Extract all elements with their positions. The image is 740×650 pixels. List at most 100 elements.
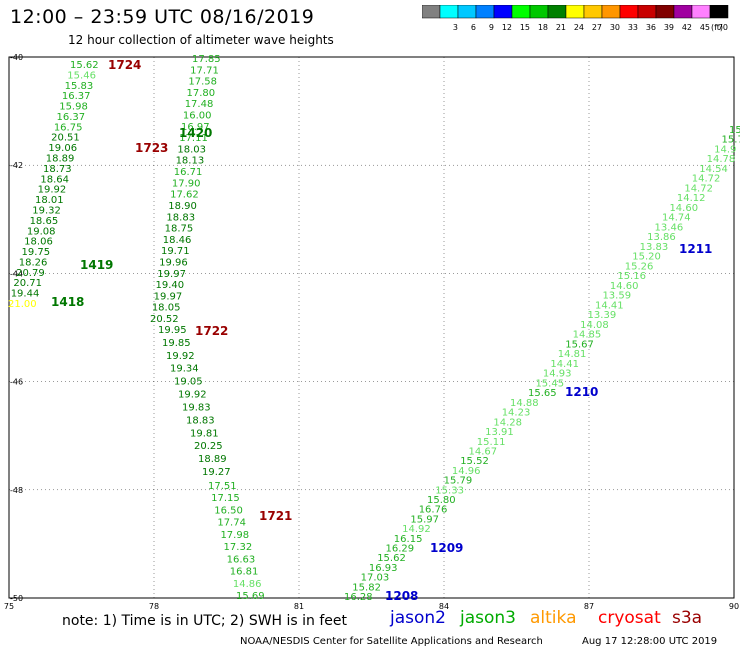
swh-value: 18.03 [177, 144, 206, 155]
lon-tick-label: 84 [439, 602, 449, 611]
pass-number: 1721 [259, 509, 292, 523]
pass-number: 1418 [51, 295, 84, 309]
swh-value: 20.51 [51, 133, 80, 144]
color-bin-label: 33 [628, 23, 638, 32]
swh-value: 19.95 [158, 325, 187, 336]
swh-value: 17.80 [187, 88, 216, 99]
swh-value: 19.40 [155, 280, 184, 291]
swh-value: 14.92 [402, 524, 431, 535]
swh-value: 16.37 [57, 112, 86, 123]
color-bin-label: 24 [574, 23, 584, 32]
swh-value: 18.46 [163, 235, 192, 246]
pass-number: 1724 [108, 58, 141, 72]
swh-value: 17.03 [361, 573, 390, 584]
swh-value: 17.58 [188, 77, 217, 88]
color-bin-label: 30 [610, 23, 620, 32]
swh-value: 14.88 [510, 398, 539, 409]
swh-value: 16.75 [54, 122, 83, 133]
swh-value: 20.25 [194, 441, 223, 452]
swh-value: 19.92 [166, 351, 195, 362]
color-bin-label: 18 [538, 23, 548, 32]
swh-value: 19.85 [162, 338, 191, 349]
swh-value: 14.23 [502, 408, 531, 419]
legend-altika: altika [530, 608, 577, 628]
swh-value: 15.82 [352, 582, 381, 593]
color-bin-label: 12 [502, 23, 512, 32]
swh-value: 15.65 [528, 388, 557, 399]
swh-value: 16.71 [174, 167, 203, 178]
axis-ticks: 75 78 81 84 87 90 -40 -42 -44 -46 -48 -50 [4, 53, 739, 611]
swh-value: 14.96 [452, 466, 481, 477]
swh-value: 17.15 [211, 493, 240, 504]
lon-tick-label: 75 [4, 602, 14, 611]
swh-value: 15.98 [59, 102, 88, 113]
swh-value: 14.54 [699, 164, 728, 175]
lat-tick-label: -42 [10, 161, 23, 170]
swh-value: 16.93 [369, 563, 398, 574]
legend-s3a: s3a [672, 608, 703, 628]
pass-number: 1208 [385, 589, 418, 603]
lon-tick-label: 81 [294, 602, 304, 611]
swh-value: 18.83 [166, 212, 195, 223]
swh-value: 19.96 [159, 257, 188, 268]
pass-number: 1210 [565, 385, 598, 399]
swh-value: 14.08 [580, 320, 609, 331]
swh-value: 15.80 [427, 495, 456, 506]
swh-value: 14.78 [707, 154, 736, 165]
color-bin-label: 45 [700, 23, 710, 32]
swh-value: 19.92 [38, 185, 67, 196]
swh-value: 19.44 [11, 289, 40, 300]
swh-value: 17.90 [172, 178, 201, 189]
color-bin-label: 3 [453, 23, 458, 32]
track-labels: 15.6215.4615.8316.3715.9816.3716.7520.51… [8, 54, 740, 603]
swh-value: 14.60 [669, 203, 698, 214]
lon-tick-label: 90 [729, 602, 739, 611]
color-bin-label: 39 [664, 23, 674, 32]
lat-tick-label: -50 [10, 594, 23, 603]
swh-value: 15.97 [410, 514, 439, 525]
color-bin-label: 36 [646, 23, 656, 32]
swh-value: 19.92 [178, 390, 207, 401]
swh-value: 19.97 [157, 269, 186, 280]
swh-value: 14.67 [469, 447, 498, 458]
swh-value: 15.45 [535, 378, 564, 389]
swh-value: 15.7 [722, 135, 740, 146]
swh-value: 14.41 [595, 300, 624, 311]
color-unit: (ft) [711, 23, 723, 32]
swh-value: 16.81 [230, 567, 259, 578]
swh-value: 21.00 [8, 299, 37, 310]
lon-tick-label: 87 [584, 602, 594, 611]
swh-value: 19.83 [182, 402, 211, 413]
color-bin-label: 42 [682, 23, 692, 32]
swh-value: 20.79 [16, 268, 45, 279]
swh-value: 18.89 [198, 454, 227, 465]
swh-value: 17.11 [179, 133, 208, 144]
lat-tick-label: -48 [10, 486, 23, 495]
swh-value: 18.65 [30, 216, 59, 227]
map-frame [8, 56, 735, 599]
swh-value: 14.72 [692, 174, 721, 185]
swh-value: 16.00 [183, 111, 212, 122]
color-bin-label: 9 [489, 23, 494, 32]
color-bin-label: 21 [556, 23, 566, 32]
swh-value: 13.83 [640, 242, 669, 253]
swh-value: 16.97 [181, 122, 210, 133]
swh-value: 14.12 [677, 193, 706, 204]
swh-value: 18.26 [19, 257, 48, 268]
swh-value: 15.83 [65, 81, 94, 92]
color-bin [709, 5, 729, 19]
swh-value: 19.34 [170, 364, 199, 375]
swh-value: 14.74 [662, 213, 691, 224]
color-bin-label: 6 [471, 23, 476, 32]
page-title: 12:00 – 23:59 UTC 08/16/2019 [10, 6, 315, 28]
swh-value: 19.71 [161, 246, 190, 257]
map-grid [8, 56, 735, 599]
swh-value: 14.41 [550, 359, 579, 370]
swh-value: 18.64 [40, 174, 69, 185]
pass-number: 1723 [135, 141, 168, 155]
swh-value: 18.06 [24, 237, 53, 248]
swh-value: 19.27 [202, 467, 231, 478]
swh-value: 18.05 [152, 303, 181, 314]
swh-value: 15.33 [435, 485, 464, 496]
